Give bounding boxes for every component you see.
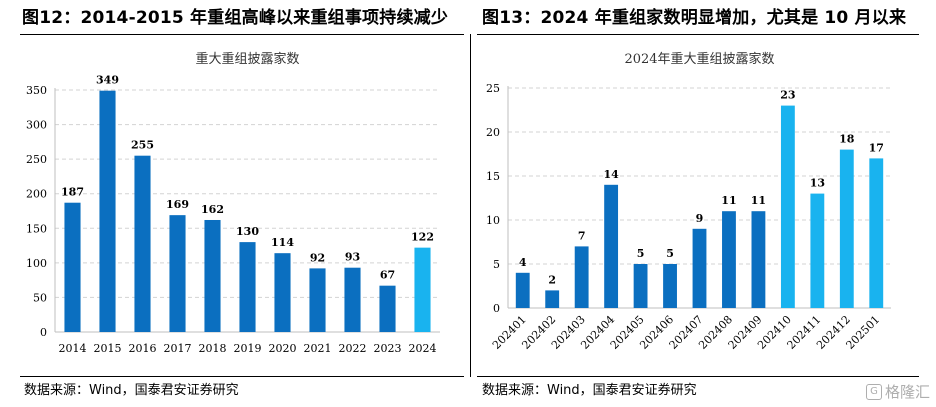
chart-1-xtick-2014: 2014 <box>59 342 87 355</box>
bottom-rule-left <box>20 376 464 377</box>
chart-1-ytick-4: 200 <box>26 188 47 201</box>
chart-1-xtick-2022: 2022 <box>339 342 367 355</box>
chart-1-data-label-2016: 255 <box>131 139 154 152</box>
chart-1-bar-2015 <box>99 90 116 332</box>
source-note-left: 数据来源：Wind，国泰君安证券研究 <box>24 383 239 398</box>
watermark-text: 格隆汇 <box>884 383 930 401</box>
chart-2-bar-202406 <box>663 264 677 308</box>
chart-1-data-label-2020: 114 <box>271 236 294 249</box>
chart-1-bar-2022 <box>344 267 361 332</box>
chart-2-bar-202410 <box>780 105 795 308</box>
chart-2-data-label-202403: 7 <box>578 229 586 242</box>
chart-1-xtick-2023: 2023 <box>374 342 402 355</box>
chart-2-data-label-202411: 13 <box>810 177 825 190</box>
chart-1-bar-2024 <box>414 247 431 332</box>
watermark-logo-icon: G <box>865 384 882 400</box>
chart-2-data-label-202402: 2 <box>548 273 556 286</box>
chart-2-bar-202401 <box>515 272 530 308</box>
chart-annual-restructurings: 重大重组披露家数 0 50 100 150 200 250 300 350 187 2014 349 2… <box>21 36 468 374</box>
panel-divider <box>470 34 471 377</box>
chart-1-ytick-5: 250 <box>26 153 47 166</box>
chart-monthly-restructurings: 2024年重大重组披露家数 0 5 10 15 20 25 4 202401 2 202402 7 20… <box>478 36 918 374</box>
chart-2-data-label-202408: 11 <box>721 194 736 207</box>
chart-1-data-label-2023: 67 <box>380 269 395 282</box>
chart-2-ytick-0: 0 <box>493 302 500 315</box>
chart-1-data-label-2021: 92 <box>310 251 325 264</box>
chart-1-xtick-2024: 2024 <box>409 342 437 355</box>
chart-1-ytick-1: 50 <box>33 291 47 304</box>
chart-1-ytick-0: 0 <box>40 326 47 339</box>
top-rule-left <box>20 34 464 35</box>
chart-title-right: 图13：2024 年重组家数明显增加，尤其是 10 月以来 <box>482 8 907 28</box>
chart-1-bar-2019 <box>239 242 256 332</box>
chart-1-xtick-2015: 2015 <box>94 342 122 355</box>
top-rule-right <box>477 34 919 35</box>
chart-1-xtick-2021: 2021 <box>304 342 332 355</box>
chart-2-data-label-202404: 14 <box>603 168 619 181</box>
source-note-right: 数据来源：Wind，国泰君安证券研究 <box>482 383 697 398</box>
chart-2-data-label-202407: 9 <box>696 212 704 225</box>
chart-1-ytick-3: 150 <box>26 222 47 235</box>
chart-1-bar-2021 <box>309 268 326 332</box>
chart-1-data-label-2018: 162 <box>201 203 224 216</box>
chart-2-bar-202412 <box>839 149 854 308</box>
chart-2-bar-202403 <box>574 246 589 308</box>
chart-2-data-label-202409: 11 <box>751 194 766 207</box>
chart-1-xtick-2017: 2017 <box>164 342 192 355</box>
chart-2-title: 2024年重大重组披露家数 <box>624 51 774 67</box>
chart-1-data-label-2017: 169 <box>166 198 189 211</box>
chart-2-bar-202501 <box>869 158 884 308</box>
chart-2-bar-202408 <box>722 211 736 308</box>
chart-2-bar-202407 <box>692 228 707 308</box>
chart-2-bar-202409 <box>751 211 766 308</box>
chart-1-bar-2023 <box>379 285 396 332</box>
chart-1-bar-2014 <box>64 202 81 332</box>
chart-1-data-label-2015: 349 <box>96 74 119 87</box>
bar-chart-left: 重大重组披露家数 0 50 100 150 200 250 300 350 187 2014 349 2… <box>26 51 440 355</box>
chart-1-bar-2018 <box>204 219 221 332</box>
chart-1-data-label-2024: 122 <box>411 231 434 244</box>
chart-1-title: 重大重组披露家数 <box>195 51 299 67</box>
chart-1-ytick-7: 350 <box>26 84 47 97</box>
chart-1-xtick-2016: 2016 <box>129 342 157 355</box>
chart-1-bar-2020 <box>274 253 291 332</box>
chart-1-bar-2016 <box>134 155 151 332</box>
chart-2-data-label-202405: 5 <box>637 247 645 260</box>
chart-1-xtick-2020: 2020 <box>269 342 297 355</box>
chart-2-ytick-3: 15 <box>486 170 500 183</box>
chart-2-ytick-1: 5 <box>493 258 500 271</box>
chart-1-bar-2017 <box>169 215 186 332</box>
chart-2-data-label-202412: 18 <box>839 133 855 146</box>
chart-1-ytick-6: 300 <box>26 119 47 132</box>
chart-2-data-label-202410: 23 <box>780 89 795 102</box>
chart-2-data-label-202501: 17 <box>869 141 884 154</box>
chart-title-left: 图12：2014-2015 年重组高峰以来重组事项持续减少 <box>22 8 449 28</box>
chart-2-bar-202405 <box>633 264 648 308</box>
chart-2-bar-202411 <box>810 193 825 308</box>
chart-2-ytick-2: 10 <box>486 214 500 227</box>
chart-1-ytick-2: 100 <box>26 257 47 270</box>
chart-2-data-label-202401: 4 <box>519 256 527 269</box>
chart-1-data-label-2022: 93 <box>345 251 360 264</box>
chart-1-data-label-2019: 130 <box>236 225 259 238</box>
chart-2-ytick-5: 25 <box>486 82 500 95</box>
bar-chart-right: 2024年重大重组披露家数051015202542024012202402720… <box>486 51 891 352</box>
chart-1-data-label-2014: 187 <box>61 186 84 199</box>
chart-2-bar-202404 <box>604 184 619 308</box>
chart-2-bar-202402 <box>545 290 560 308</box>
chart-1-xtick-2018: 2018 <box>199 342 227 355</box>
watermark: G 格隆汇 <box>865 381 930 403</box>
bottom-rule-right <box>477 376 919 377</box>
chart-2-ytick-4: 20 <box>486 126 500 139</box>
chart-2-data-label-202406: 5 <box>666 247 674 260</box>
chart-1-xtick-2019: 2019 <box>234 342 262 355</box>
